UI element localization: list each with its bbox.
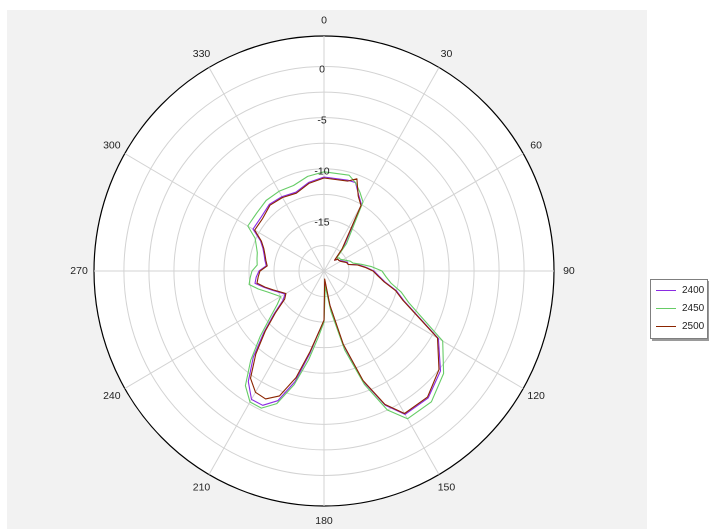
- grid-spoke: [323, 270, 524, 389]
- grid-spoke: [323, 270, 440, 475]
- legend-label-2500: 2500: [682, 320, 705, 332]
- angle-tick-label: 60: [530, 140, 542, 152]
- grid-spoke: [323, 153, 524, 272]
- series-layer: [244, 171, 445, 420]
- angle-tick-label: 30: [441, 48, 453, 60]
- legend: 2400 2450 2500: [650, 279, 708, 339]
- angle-tick-label: 300: [103, 140, 121, 152]
- angle-tick-label: 240: [103, 390, 121, 402]
- polar-grid: [93, 35, 555, 507]
- grid-spoke: [124, 270, 325, 389]
- legend-item-2400: 2400: [651, 282, 707, 298]
- legend-swatch-2450: [656, 307, 676, 309]
- grid-spoke: [208, 67, 325, 272]
- polar-chart: 0 30 60 90 120 150 180 210 240 270 300 330 0 -5 -10 -15: [70, 15, 575, 528]
- angle-tick-label: 0: [321, 15, 327, 27]
- series-line-2450: [244, 171, 445, 420]
- series-line-2500: [249, 177, 440, 415]
- grid-spoke: [208, 270, 325, 475]
- radial-tick-label: -15: [314, 217, 329, 229]
- angle-tick-label: 270: [70, 265, 88, 277]
- angle-tick-label: 180: [315, 515, 333, 527]
- radial-tick-label: -5: [317, 114, 326, 126]
- plot-panel: 0 30 60 90 120 150 180 210 240 270 300 330 0 -5 -10 -15: [7, 10, 647, 529]
- angle-tick-label: 90: [563, 265, 575, 277]
- radial-tick-label: -10: [314, 166, 329, 178]
- tick-labels: 0 30 60 90 120 150 180 210 240 270 300 330 0 -5 -10 -15: [70, 15, 575, 528]
- grid-spoke: [124, 153, 325, 272]
- radial-tick-label: 0: [319, 63, 325, 75]
- legend-item-2500: 2500: [651, 318, 707, 334]
- legend-label-2400: 2400: [682, 284, 705, 296]
- angle-tick-label: 330: [193, 48, 211, 60]
- legend-item-2450: 2450: [651, 300, 707, 316]
- angle-tick-label: 210: [193, 482, 211, 494]
- grid-spoke: [323, 67, 440, 272]
- angle-tick-label: 150: [438, 482, 456, 494]
- legend-label-2450: 2450: [682, 302, 705, 314]
- legend-swatch-2400: [656, 289, 676, 291]
- angle-tick-label: 120: [527, 390, 545, 402]
- legend-swatch-2500: [656, 325, 676, 327]
